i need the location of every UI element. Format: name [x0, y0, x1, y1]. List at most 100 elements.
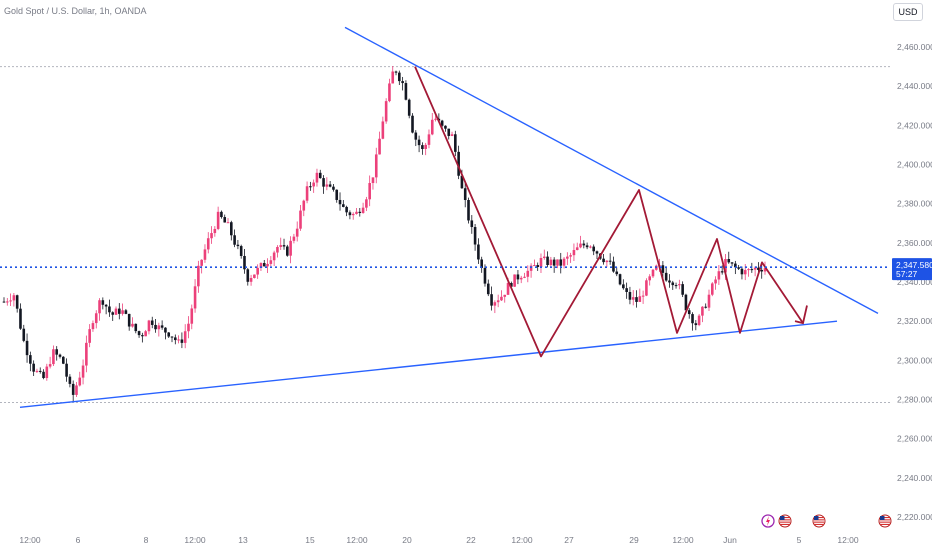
candle-body [239, 246, 243, 256]
candle-body [516, 274, 520, 280]
candle-body [332, 186, 335, 190]
candle-body [763, 268, 767, 272]
candle-body [345, 206, 348, 213]
candle-body [463, 188, 467, 200]
candle-body [312, 182, 315, 187]
candle-body [61, 356, 65, 364]
y-tick-label: 2,420.000 [897, 120, 932, 130]
candle-body [19, 308, 22, 329]
candle-body [5, 301, 9, 303]
candle-body [164, 327, 167, 333]
candle-body [85, 342, 88, 366]
candle-body [483, 267, 487, 284]
candle-body [546, 256, 549, 266]
currency-button[interactable]: USD [893, 3, 923, 21]
candle-body [595, 251, 599, 254]
candle-body [510, 283, 513, 287]
candle-body [111, 312, 115, 315]
us-flag-stripe [780, 517, 790, 519]
lower-trendline [19, 320, 838, 409]
candle-body [348, 212, 352, 216]
candle-body [48, 364, 52, 367]
candle-body [394, 71, 398, 73]
candle-body [42, 371, 45, 379]
candle-body [720, 271, 724, 273]
candle-body [450, 134, 454, 136]
candle-body [206, 238, 210, 250]
candle-body [118, 308, 121, 314]
zigzag-pattern-line [414, 66, 804, 358]
us-flag-stripe [814, 521, 824, 523]
candle-body [430, 119, 434, 135]
x-tick-label: 27 [564, 535, 574, 545]
x-tick-label: 22 [466, 535, 476, 545]
candle-body [391, 71, 395, 84]
candle-body [286, 246, 289, 256]
candle-body [734, 263, 737, 268]
candle-body [190, 308, 194, 324]
candle-body [427, 134, 431, 145]
candle-body [71, 383, 75, 395]
candle-body [691, 314, 694, 324]
y-tick-label: 2,260.000 [897, 434, 932, 444]
candle-body [388, 83, 391, 102]
candle-body [384, 101, 388, 122]
us-flag-stripe [880, 521, 890, 523]
candle-body [213, 228, 217, 234]
us-flag-event-icon [778, 514, 792, 528]
candle-body [154, 324, 157, 330]
x-tick-label: Jun [723, 535, 737, 545]
y-tick-label: 2,440.000 [897, 81, 932, 91]
candle-body [417, 139, 421, 146]
candle-body [661, 265, 665, 273]
candle-body [318, 172, 322, 179]
candle-body [368, 183, 371, 200]
chart-title: Gold Spot / U.S. Dollar, 1h, OANDA [4, 6, 147, 16]
candle-body [78, 377, 82, 386]
candle-body [730, 262, 734, 264]
candle-body [147, 320, 151, 332]
y-tick-label: 2,300.000 [897, 355, 932, 365]
candle-body [183, 331, 187, 343]
x-tick-label: 29 [629, 535, 639, 545]
candle-body [236, 244, 240, 247]
candle-body [645, 280, 648, 296]
candle-body [12, 295, 16, 301]
candle-body [121, 310, 124, 314]
us-flag-stripe [880, 519, 890, 521]
x-tick-label: 12:00 [346, 535, 368, 545]
candle-body [556, 259, 559, 266]
candle-body [697, 315, 701, 326]
candle-body [104, 304, 108, 307]
candle-body [197, 265, 200, 287]
x-tick-label: 5 [797, 535, 802, 545]
candle-body [701, 306, 704, 316]
candle-body [200, 259, 203, 266]
candle-body [249, 277, 253, 282]
candle-body [635, 297, 638, 302]
current-price-value: 2,347.580 [896, 260, 932, 270]
candle-body [569, 255, 572, 257]
candle-body [328, 184, 332, 187]
candle-body [641, 295, 645, 297]
candle-body [75, 385, 78, 395]
candle-body [473, 227, 477, 245]
lightning-event-icon [761, 514, 775, 528]
candle-body [88, 329, 91, 343]
candle-body [519, 277, 523, 280]
y-tick-label: 2,280.000 [897, 395, 932, 405]
candle-body [664, 272, 668, 281]
upper-trendline [344, 26, 879, 314]
candle-body [470, 220, 474, 228]
candle-body [506, 283, 510, 295]
candle-body [678, 284, 681, 286]
candle-body [398, 72, 401, 82]
candle-body [355, 211, 358, 214]
candle-body [608, 260, 612, 262]
candle-body [292, 236, 296, 241]
candle-body [447, 128, 451, 136]
candle-body [401, 81, 404, 84]
candle-body [101, 300, 105, 305]
